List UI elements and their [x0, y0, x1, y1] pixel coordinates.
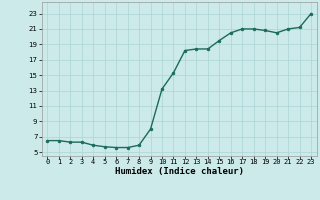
X-axis label: Humidex (Indice chaleur): Humidex (Indice chaleur) — [115, 167, 244, 176]
